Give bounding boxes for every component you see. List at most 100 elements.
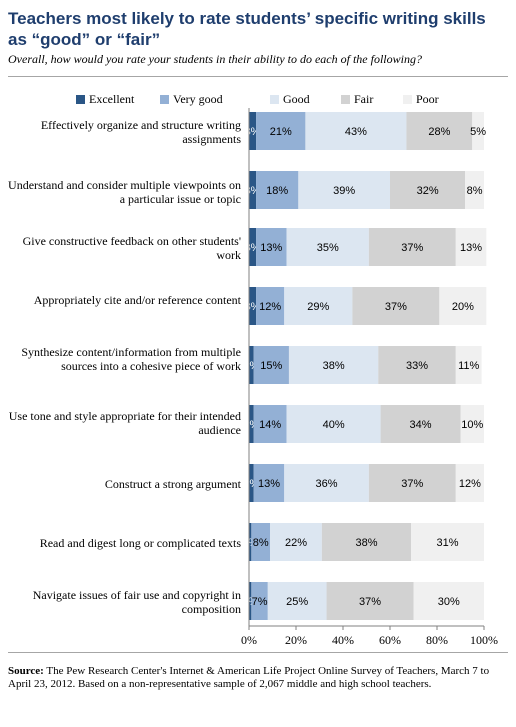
value-label-good: 35% [317,242,339,254]
bar-segment-excellent [249,405,254,443]
category-label: Understand and consider multiple viewpoi… [8,178,241,206]
value-label-good: 43% [345,126,367,138]
value-label-very-good: 12% [259,301,281,313]
value-label-poor: 31% [437,537,459,549]
bar-segment-very-good [253,346,289,384]
bar-segment-fair [406,112,473,150]
legend-label-excellent: Excellent [89,92,135,106]
x-tick-label: 20% [285,633,307,647]
value-label-very-good: 18% [266,185,288,197]
bar-segment-poor [465,171,484,209]
bar-segment-excellent [249,582,252,620]
bar-segment-excellent [249,346,254,384]
value-label-good: 40% [323,419,345,431]
legend-swatch-poor [403,95,412,104]
bar-segment-good [267,582,327,620]
value-label-very-good: 7% [252,596,268,608]
x-tick-label: 80% [426,633,448,647]
bar-segment-fair [326,582,414,620]
category-label: Synthesize content/information from mult… [21,345,241,373]
category-label: Effectively organize and structure writi… [40,118,241,146]
x-tick-label: 40% [332,633,354,647]
value-label-very-good: 13% [258,478,280,490]
bar-segment-excellent [249,171,257,209]
bar-segment-fair [368,464,456,502]
value-label-poor: 5% [470,126,486,138]
bar-segment-very-good [251,523,271,561]
source-label: Source: [8,665,44,677]
bar-segment-good [286,228,369,266]
category-label: Construct a strong argument [104,477,241,491]
x-tick-label: 60% [379,633,401,647]
category-label: Read and digest long or complicated text… [39,536,241,550]
bar-segment-good [270,523,322,561]
value-label-very-good: 15% [260,360,282,372]
value-label-fair: 33% [406,360,428,372]
value-label-poor: 11% [458,360,479,372]
chart-title: Teachers most likely to rate students’ s… [8,9,486,49]
value-label-very-good: 13% [260,242,282,254]
value-label-fair: 34% [410,419,432,431]
value-label-good: 38% [323,360,345,372]
legend-item-poor: Poor [403,92,439,107]
bar-segment-fair [380,405,461,443]
bar-segment-very-good [253,464,285,502]
legend-swatch-excellent [76,95,85,104]
bar-segment-excellent [249,228,257,266]
x-tick-label: 100% [470,633,498,647]
value-label-good: 25% [286,596,308,608]
bar-segment-very-good [256,287,285,325]
bar-segment-excellent [249,464,254,502]
legend-item-excellent: Excellent [76,92,134,107]
source-text: The Pew Research Center's Internet & Ame… [8,665,490,690]
value-label-poor: 10% [461,419,483,431]
bar-segment-very-good [256,112,306,150]
value-label-poor: 20% [452,301,474,313]
value-label-good: 39% [333,185,355,197]
legend-swatch-fair [341,95,350,104]
stacked-bar-chart: 3% 21% 43% 28% 5%3% 18% 39% 32% 8%3% 13% 35% 37% 13%… [241,108,498,647]
value-label-poor: 12% [459,478,481,490]
bar-segment-poor [411,523,484,561]
bar-segment-excellent [249,112,257,150]
legend-swatch-good [270,95,279,104]
chart-subtitle: Overall, how would you rate your student… [8,52,422,66]
value-label-poor: 13% [460,242,482,254]
bar-segment-good [284,464,369,502]
bar-segment-fair [378,346,456,384]
bar-segment-fair [321,523,412,561]
value-label-fair: 37% [401,478,423,490]
legend-label-very-good: Very good [173,92,223,106]
value-label-fair: 37% [401,242,423,254]
bar-segment-poor [460,405,484,443]
bar-segment-excellent [249,287,257,325]
legend-label-poor: Poor [416,92,439,106]
bottom-divider [8,652,508,653]
category-label: Give constructive feedback on other stud… [22,234,241,262]
category-label: Appropriately cite and/or reference cont… [33,293,241,307]
value-label-fair: 38% [355,537,377,549]
value-label-poor: 8% [467,185,483,197]
bar-segment-fair [390,171,466,209]
x-tick-label: 0% [241,633,257,647]
category-label: Navigate issues of fair use and copyrigh… [32,588,241,616]
value-label-good: 22% [285,537,307,549]
bar-segment-good [288,346,379,384]
legend-label-good: Good [283,92,310,106]
value-label-very-good: 14% [259,419,281,431]
bar-segment-fair [368,228,456,266]
bar-segment-good [298,171,390,209]
value-label-fair: 37% [359,596,381,608]
bar-segment-very-good [256,228,287,266]
legend-label-fair: Fair [354,92,374,106]
source-note: Source: The Pew Research Center's Intern… [8,665,508,691]
bar-segment-poor [455,464,484,502]
legend-item-very-good: Very good [160,92,223,107]
bar-segment-poor [455,228,487,266]
legend-item-fair: Fair [341,92,373,107]
bar-segment-poor [439,287,487,325]
bar-segment-poor [472,112,484,150]
bar-segment-excellent [249,523,252,561]
value-label-fair: 32% [417,185,439,197]
value-label-very-good: 8% [253,537,269,549]
